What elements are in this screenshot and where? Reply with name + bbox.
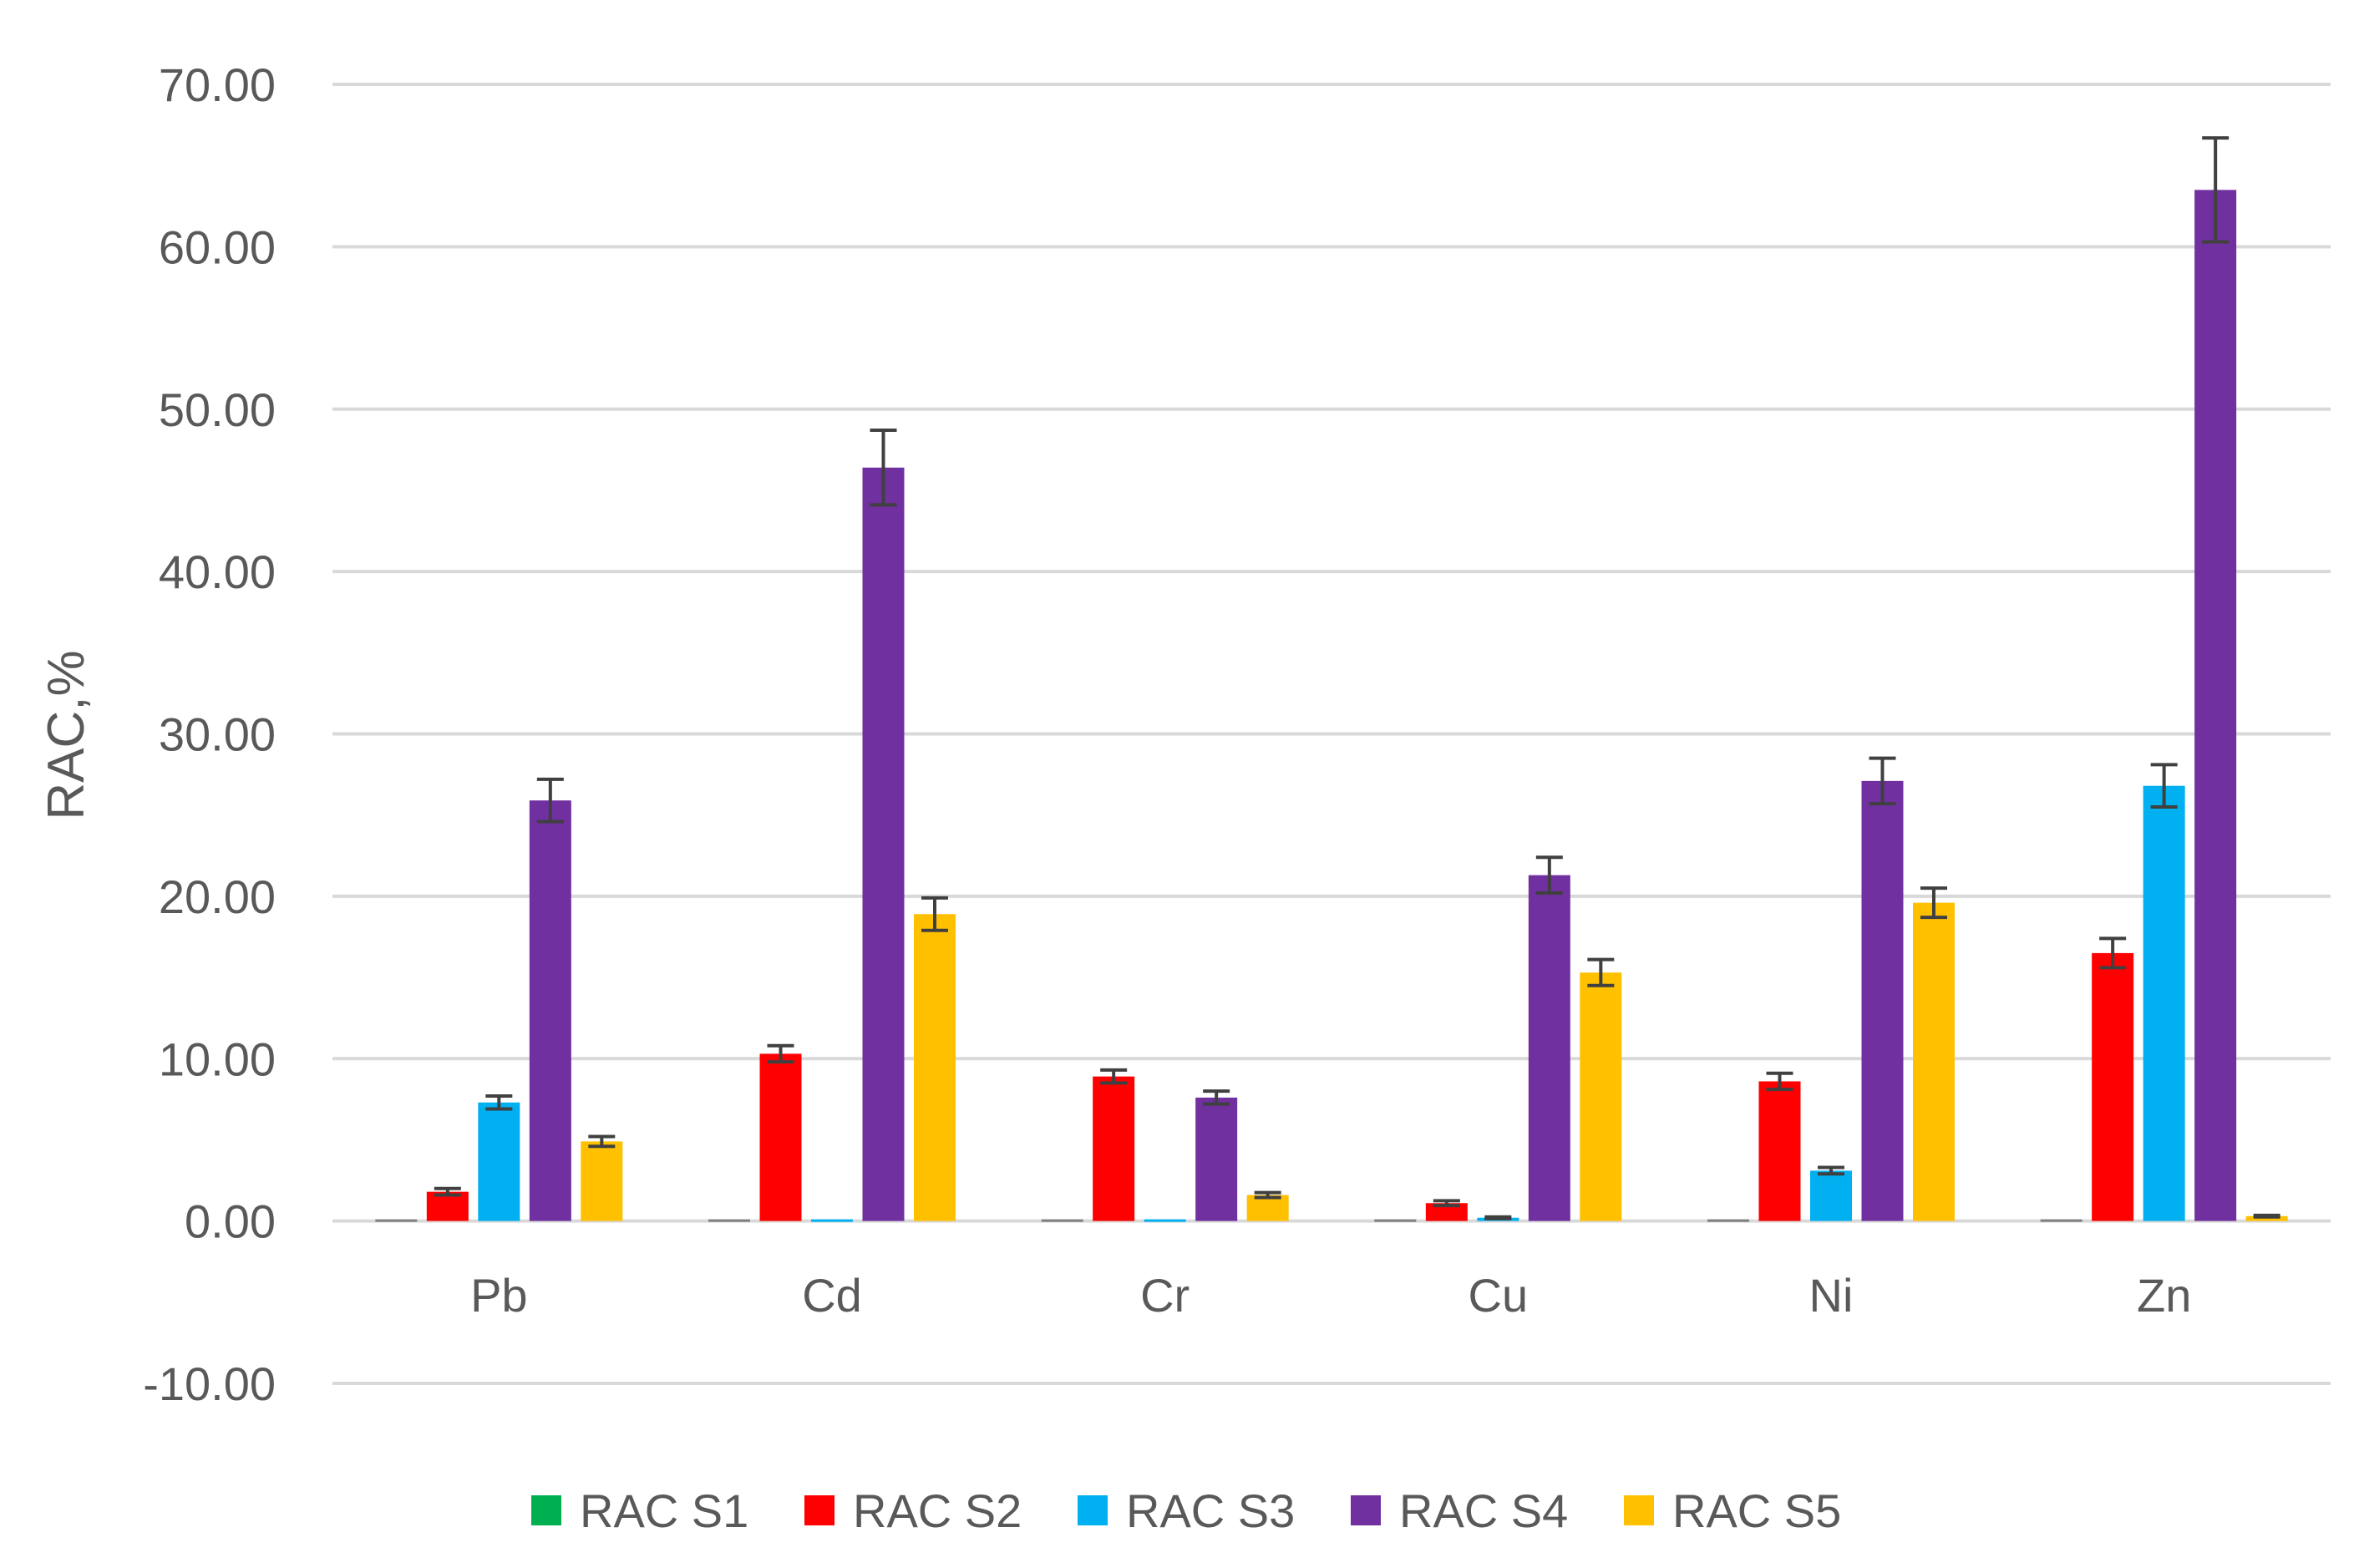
- error-bar-rac-s3-ni: [1818, 1165, 1844, 1176]
- error-bar-rac-s5-zn: [2253, 1213, 2280, 1219]
- category-label-cu: Cu: [1469, 1269, 1529, 1322]
- bar-rac-s4-cr: [1195, 1097, 1238, 1221]
- bar-rac-s4-ni: [1861, 780, 1904, 1221]
- bar-rac-s2-zn: [2092, 952, 2134, 1221]
- legend-item-rac-s4: RAC S4: [1351, 1484, 1568, 1537]
- legend-swatch: [804, 1495, 834, 1525]
- bar-rac-s1-ni: [1707, 1219, 1749, 1222]
- y-tick-label: 20.00: [159, 870, 276, 923]
- bar-rac-s4-zn: [2194, 190, 2237, 1221]
- bar-rac-s3-pb: [478, 1102, 520, 1221]
- bar-rac-s2-cd: [759, 1053, 802, 1221]
- error-bar-rac-s5-pb: [588, 1134, 616, 1149]
- bar-rac-s1-cd: [708, 1219, 750, 1222]
- bar-rac-s1-cu: [1374, 1219, 1417, 1222]
- legend-item-rac-s3: RAC S3: [1078, 1484, 1295, 1537]
- y-tick-label: 0.00: [185, 1195, 276, 1248]
- bar-rac-s1-cr: [1041, 1219, 1083, 1222]
- error-bar-rac-s3-zn: [2150, 763, 2178, 809]
- legend-item-rac-s5: RAC S5: [1624, 1484, 1841, 1537]
- y-tick-label: 10.00: [159, 1033, 276, 1085]
- error-bar-rac-s4-pb: [536, 777, 564, 824]
- bar-rac-s5-pb: [581, 1141, 623, 1221]
- legend-label: RAC S3: [1126, 1484, 1295, 1537]
- bar-rac-s3-ni: [1810, 1170, 1852, 1221]
- legend-label: RAC S1: [580, 1484, 748, 1537]
- y-tick-label: 70.00: [159, 58, 276, 111]
- bar-rac-s5-ni: [1913, 902, 1955, 1221]
- category-label-cd: Cd: [802, 1269, 862, 1322]
- y-tick-label: -10.00: [143, 1357, 276, 1410]
- legend-swatch: [1624, 1495, 1654, 1525]
- error-bar-rac-s5-cr: [1254, 1190, 1281, 1200]
- y-axis-title: RAC,%: [38, 650, 95, 820]
- error-bar-rac-s2-pb: [434, 1186, 461, 1197]
- bar-rac-s3-cd: [811, 1219, 853, 1222]
- legend-swatch: [1351, 1495, 1381, 1525]
- error-bar-rac-s5-cd: [921, 896, 948, 932]
- error-bar-rac-s4-ni: [1869, 756, 1896, 806]
- error-bar-rac-s4-cd: [870, 429, 897, 507]
- bar-rac-s5-cr: [1246, 1195, 1289, 1221]
- bar-rac-s4-cu: [1528, 875, 1570, 1221]
- y-tick-label: 40.00: [159, 546, 276, 598]
- bar-rac-s3-zn: [2143, 785, 2185, 1221]
- error-bar-rac-s5-ni: [1920, 886, 1947, 920]
- error-bar-rac-s2-cd: [767, 1043, 794, 1064]
- category-label-cr: Cr: [1140, 1269, 1190, 1322]
- category-label-zn: Zn: [2137, 1269, 2191, 1322]
- error-bar-rac-s2-cu: [1433, 1199, 1460, 1208]
- legend-swatch: [1078, 1495, 1108, 1525]
- bar-rac-s5-cu: [1580, 972, 1622, 1221]
- legend-label: RAC S4: [1399, 1484, 1568, 1537]
- error-bar-rac-s2-cr: [1100, 1068, 1128, 1085]
- bar-rac-s4-cd: [862, 467, 905, 1221]
- legend: RAC S1 RAC S2 RAC S3 RAC S4 RAC S5: [531, 1484, 1841, 1537]
- bar-rac-s1-pb: [375, 1219, 418, 1222]
- category-label-ni: Ni: [1809, 1269, 1854, 1322]
- x-axis-categories: Pb Cd Cr Cu Ni Zn: [470, 1269, 2191, 1322]
- error-bar-rac-s4-cr: [1203, 1089, 1230, 1106]
- y-axis-ticks: -10.00 0.00 10.00 20.00 30.00 40.00 50.00 60.00…: [143, 58, 276, 1410]
- error-bar-rac-s3-pb: [485, 1094, 513, 1111]
- y-tick-label: 50.00: [159, 383, 276, 436]
- bar-rac-s2-ni: [1758, 1081, 1801, 1221]
- bar-rac-s2-cu: [1425, 1203, 1468, 1221]
- bar-rac-s2-cr: [1093, 1076, 1135, 1221]
- error-bars: [434, 136, 2280, 1220]
- legend-item-rac-s2: RAC S2: [804, 1484, 1022, 1537]
- legend-swatch: [531, 1495, 561, 1525]
- error-bar-rac-s3-cu: [1484, 1215, 1512, 1220]
- error-bar-rac-s4-cu: [1535, 855, 1563, 895]
- gridlines: [332, 83, 2331, 1385]
- error-bar-rac-s2-zn: [2099, 936, 2127, 970]
- bar-rac-s4-pb: [529, 800, 571, 1221]
- bar-rac-s5-cd: [914, 914, 956, 1221]
- error-bar-rac-s5-cu: [1587, 957, 1615, 987]
- bars: [375, 190, 2288, 1222]
- y-tick-label: 60.00: [159, 221, 276, 273]
- bar-rac-s1-zn: [2040, 1219, 2082, 1222]
- legend-label: RAC S2: [853, 1484, 1022, 1537]
- category-label-pb: Pb: [470, 1269, 528, 1322]
- y-tick-label: 30.00: [159, 708, 276, 761]
- legend-label: RAC S5: [1672, 1484, 1841, 1537]
- bar-rac-s3-cr: [1144, 1219, 1186, 1222]
- legend-item-rac-s1: RAC S1: [531, 1484, 748, 1537]
- error-bar-rac-s2-ni: [1766, 1071, 1793, 1092]
- error-bar-rac-s4-zn: [2202, 136, 2229, 244]
